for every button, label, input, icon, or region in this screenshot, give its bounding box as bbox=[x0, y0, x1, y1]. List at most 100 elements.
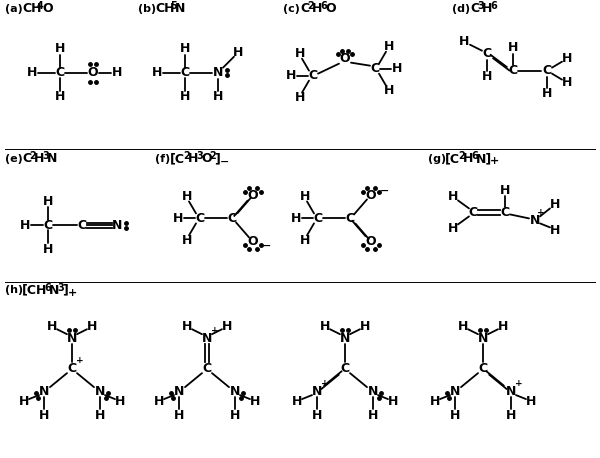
Text: C: C bbox=[43, 219, 53, 232]
Text: C: C bbox=[469, 206, 478, 219]
Text: 3: 3 bbox=[42, 151, 49, 161]
Text: −: − bbox=[380, 185, 389, 196]
Text: H: H bbox=[360, 320, 370, 333]
Text: C: C bbox=[500, 206, 509, 219]
Text: C: C bbox=[55, 66, 65, 79]
Text: C: C bbox=[202, 362, 212, 375]
Text: (a): (a) bbox=[5, 4, 23, 14]
Text: (h): (h) bbox=[5, 285, 23, 295]
Text: H: H bbox=[115, 395, 125, 408]
Text: 6: 6 bbox=[320, 1, 327, 11]
Text: C: C bbox=[308, 69, 317, 82]
Text: H: H bbox=[174, 409, 184, 421]
Text: [C: [C bbox=[170, 152, 185, 165]
Text: N: N bbox=[230, 385, 240, 398]
Text: O: O bbox=[248, 235, 259, 248]
Text: H: H bbox=[286, 69, 296, 82]
Text: H: H bbox=[463, 152, 473, 165]
Text: 2: 2 bbox=[209, 151, 216, 161]
Text: C: C bbox=[346, 212, 355, 225]
Text: N: N bbox=[506, 385, 516, 398]
Text: C: C bbox=[508, 64, 518, 77]
Text: H: H bbox=[34, 152, 44, 165]
Text: H: H bbox=[173, 212, 183, 225]
Text: H: H bbox=[312, 2, 322, 15]
Text: 6: 6 bbox=[471, 151, 478, 161]
Text: N: N bbox=[368, 385, 378, 398]
Text: H: H bbox=[448, 222, 458, 235]
Text: H: H bbox=[550, 224, 560, 237]
Text: N: N bbox=[175, 2, 185, 15]
Text: C: C bbox=[542, 64, 551, 77]
Text: N: N bbox=[478, 332, 488, 345]
Text: H: H bbox=[152, 66, 162, 79]
Text: O: O bbox=[42, 2, 53, 15]
Text: O: O bbox=[365, 235, 376, 248]
Text: [C: [C bbox=[445, 152, 460, 165]
Text: +: + bbox=[211, 326, 218, 335]
Text: H: H bbox=[182, 190, 192, 203]
Text: N: N bbox=[95, 385, 105, 398]
Text: 6: 6 bbox=[44, 283, 51, 293]
Text: N: N bbox=[312, 385, 322, 398]
Text: H: H bbox=[550, 198, 560, 211]
Text: H: H bbox=[430, 395, 440, 408]
Text: 5: 5 bbox=[170, 1, 177, 11]
Text: H: H bbox=[95, 409, 105, 421]
Text: C: C bbox=[227, 212, 236, 225]
Text: H: H bbox=[482, 2, 493, 15]
Text: N: N bbox=[202, 332, 212, 345]
Text: C: C bbox=[470, 2, 479, 15]
Text: H: H bbox=[43, 195, 53, 208]
Text: −: − bbox=[262, 241, 271, 251]
Text: O: O bbox=[365, 189, 376, 202]
Text: H: H bbox=[459, 35, 469, 48]
Text: O: O bbox=[248, 189, 259, 202]
Text: H: H bbox=[182, 234, 192, 247]
Text: 3: 3 bbox=[57, 283, 64, 293]
Text: H: H bbox=[300, 234, 310, 247]
Text: H: H bbox=[39, 409, 49, 421]
Text: H: H bbox=[498, 320, 508, 333]
Text: C: C bbox=[181, 66, 190, 79]
Text: 2: 2 bbox=[458, 151, 465, 161]
Text: H: H bbox=[384, 84, 394, 97]
Text: 3: 3 bbox=[196, 151, 203, 161]
Text: H: H bbox=[458, 320, 468, 333]
Text: H: H bbox=[250, 395, 260, 408]
Text: O: O bbox=[88, 66, 98, 79]
Text: (d): (d) bbox=[452, 4, 470, 14]
Text: H: H bbox=[182, 320, 192, 333]
Text: (b): (b) bbox=[138, 4, 156, 14]
Text: H: H bbox=[154, 395, 164, 408]
Text: H: H bbox=[312, 409, 322, 421]
Text: H: H bbox=[450, 409, 460, 421]
Text: H: H bbox=[230, 409, 240, 421]
Text: C: C bbox=[482, 47, 491, 60]
Text: +: + bbox=[76, 356, 83, 365]
Text: N: N bbox=[174, 385, 184, 398]
Text: H: H bbox=[388, 395, 398, 408]
Text: (e): (e) bbox=[5, 153, 23, 164]
Text: N: N bbox=[450, 385, 460, 398]
Text: O: O bbox=[201, 152, 212, 165]
Text: −: − bbox=[220, 157, 229, 167]
Text: H: H bbox=[55, 42, 65, 55]
Text: H: H bbox=[188, 152, 199, 165]
Text: C: C bbox=[67, 362, 77, 375]
Text: N: N bbox=[112, 219, 122, 232]
Text: ]: ] bbox=[214, 152, 220, 165]
Text: +: + bbox=[490, 157, 499, 167]
Text: C: C bbox=[300, 2, 309, 15]
Text: H: H bbox=[295, 91, 305, 104]
Text: H: H bbox=[295, 47, 305, 60]
Text: 2: 2 bbox=[183, 151, 190, 161]
Text: H: H bbox=[55, 90, 65, 103]
Text: H: H bbox=[542, 87, 552, 100]
Text: C: C bbox=[77, 219, 86, 232]
Text: H: H bbox=[43, 243, 53, 256]
Text: H: H bbox=[368, 409, 378, 421]
Text: H: H bbox=[27, 66, 37, 79]
Text: H: H bbox=[562, 52, 572, 65]
Text: H: H bbox=[180, 90, 190, 103]
